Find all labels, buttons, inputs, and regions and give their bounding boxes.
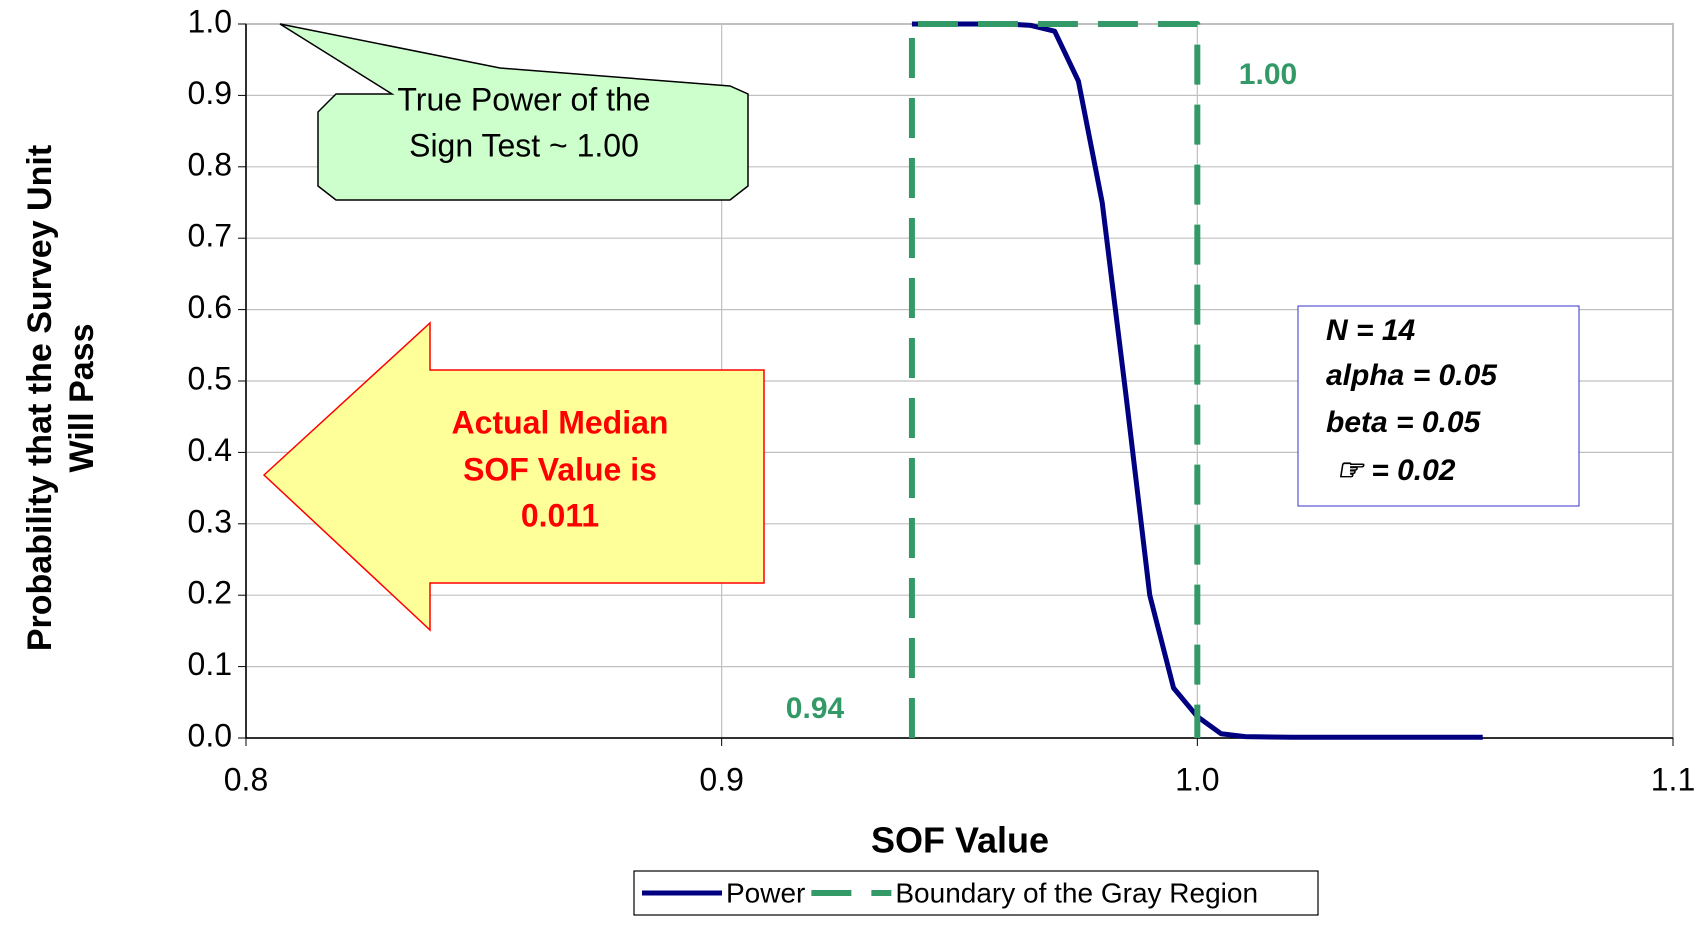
- legend-label: Power: [726, 877, 805, 908]
- y-tick-label: 0.4: [188, 432, 232, 468]
- callout-box: [279, 23, 749, 201]
- legend-label: Boundary of the Gray Region: [895, 877, 1258, 908]
- y-axis-label: Will Pass: [63, 324, 101, 473]
- legend: Power Boundary of the Gray Region: [633, 870, 1319, 916]
- y-tick-label: 0.3: [188, 503, 232, 539]
- callout-text: Sign Test ~ 1.00: [409, 127, 639, 163]
- y-tick-label: 0.0: [188, 717, 232, 753]
- y-axis-label-group: Probability that the Survey Unit Will Pa…: [21, 145, 101, 651]
- arrow-text: Actual Median: [452, 404, 669, 440]
- x-tick-label: 0.9: [699, 761, 743, 797]
- x-axis-label: SOF Value: [871, 820, 1049, 861]
- x-tick-label: 1.0: [1175, 761, 1219, 797]
- y-tick-label: 1.0: [188, 3, 232, 39]
- y-axis-label: Probability that the Survey Unit: [21, 145, 59, 651]
- params-box: [1297, 305, 1580, 507]
- params-text: N = 14: [1326, 314, 1416, 347]
- params-text: beta = 0.05: [1326, 406, 1482, 439]
- y-tick-label: 0.7: [188, 218, 232, 254]
- callout-text: True Power of the: [397, 81, 650, 117]
- y-tick-label: 0.1: [188, 646, 232, 682]
- series-line: [908, 21, 1201, 738]
- y-tick-label: 0.6: [188, 289, 232, 325]
- arrow-text: SOF Value is: [463, 451, 657, 487]
- arrow-text: 0.011: [521, 497, 599, 533]
- params-text: alpha = 0.05: [1326, 359, 1498, 392]
- y-tick-label: 0.2: [188, 575, 232, 611]
- legend-box: [633, 870, 1319, 916]
- params-text: ☞ = 0.02: [1336, 454, 1456, 487]
- y-tick-label: 0.8: [188, 146, 232, 182]
- x-tick-label: 0.8: [224, 761, 268, 797]
- lbgr-label: 0.94: [786, 692, 845, 725]
- arrow-shape: [262, 321, 765, 632]
- y-tick-label: 0.9: [188, 75, 232, 111]
- x-tick-label: 1.1: [1651, 761, 1695, 797]
- series-line: [911, 21, 1483, 740]
- y-tick-label: 0.5: [188, 360, 232, 396]
- ubgr-label: 1.00: [1239, 58, 1297, 91]
